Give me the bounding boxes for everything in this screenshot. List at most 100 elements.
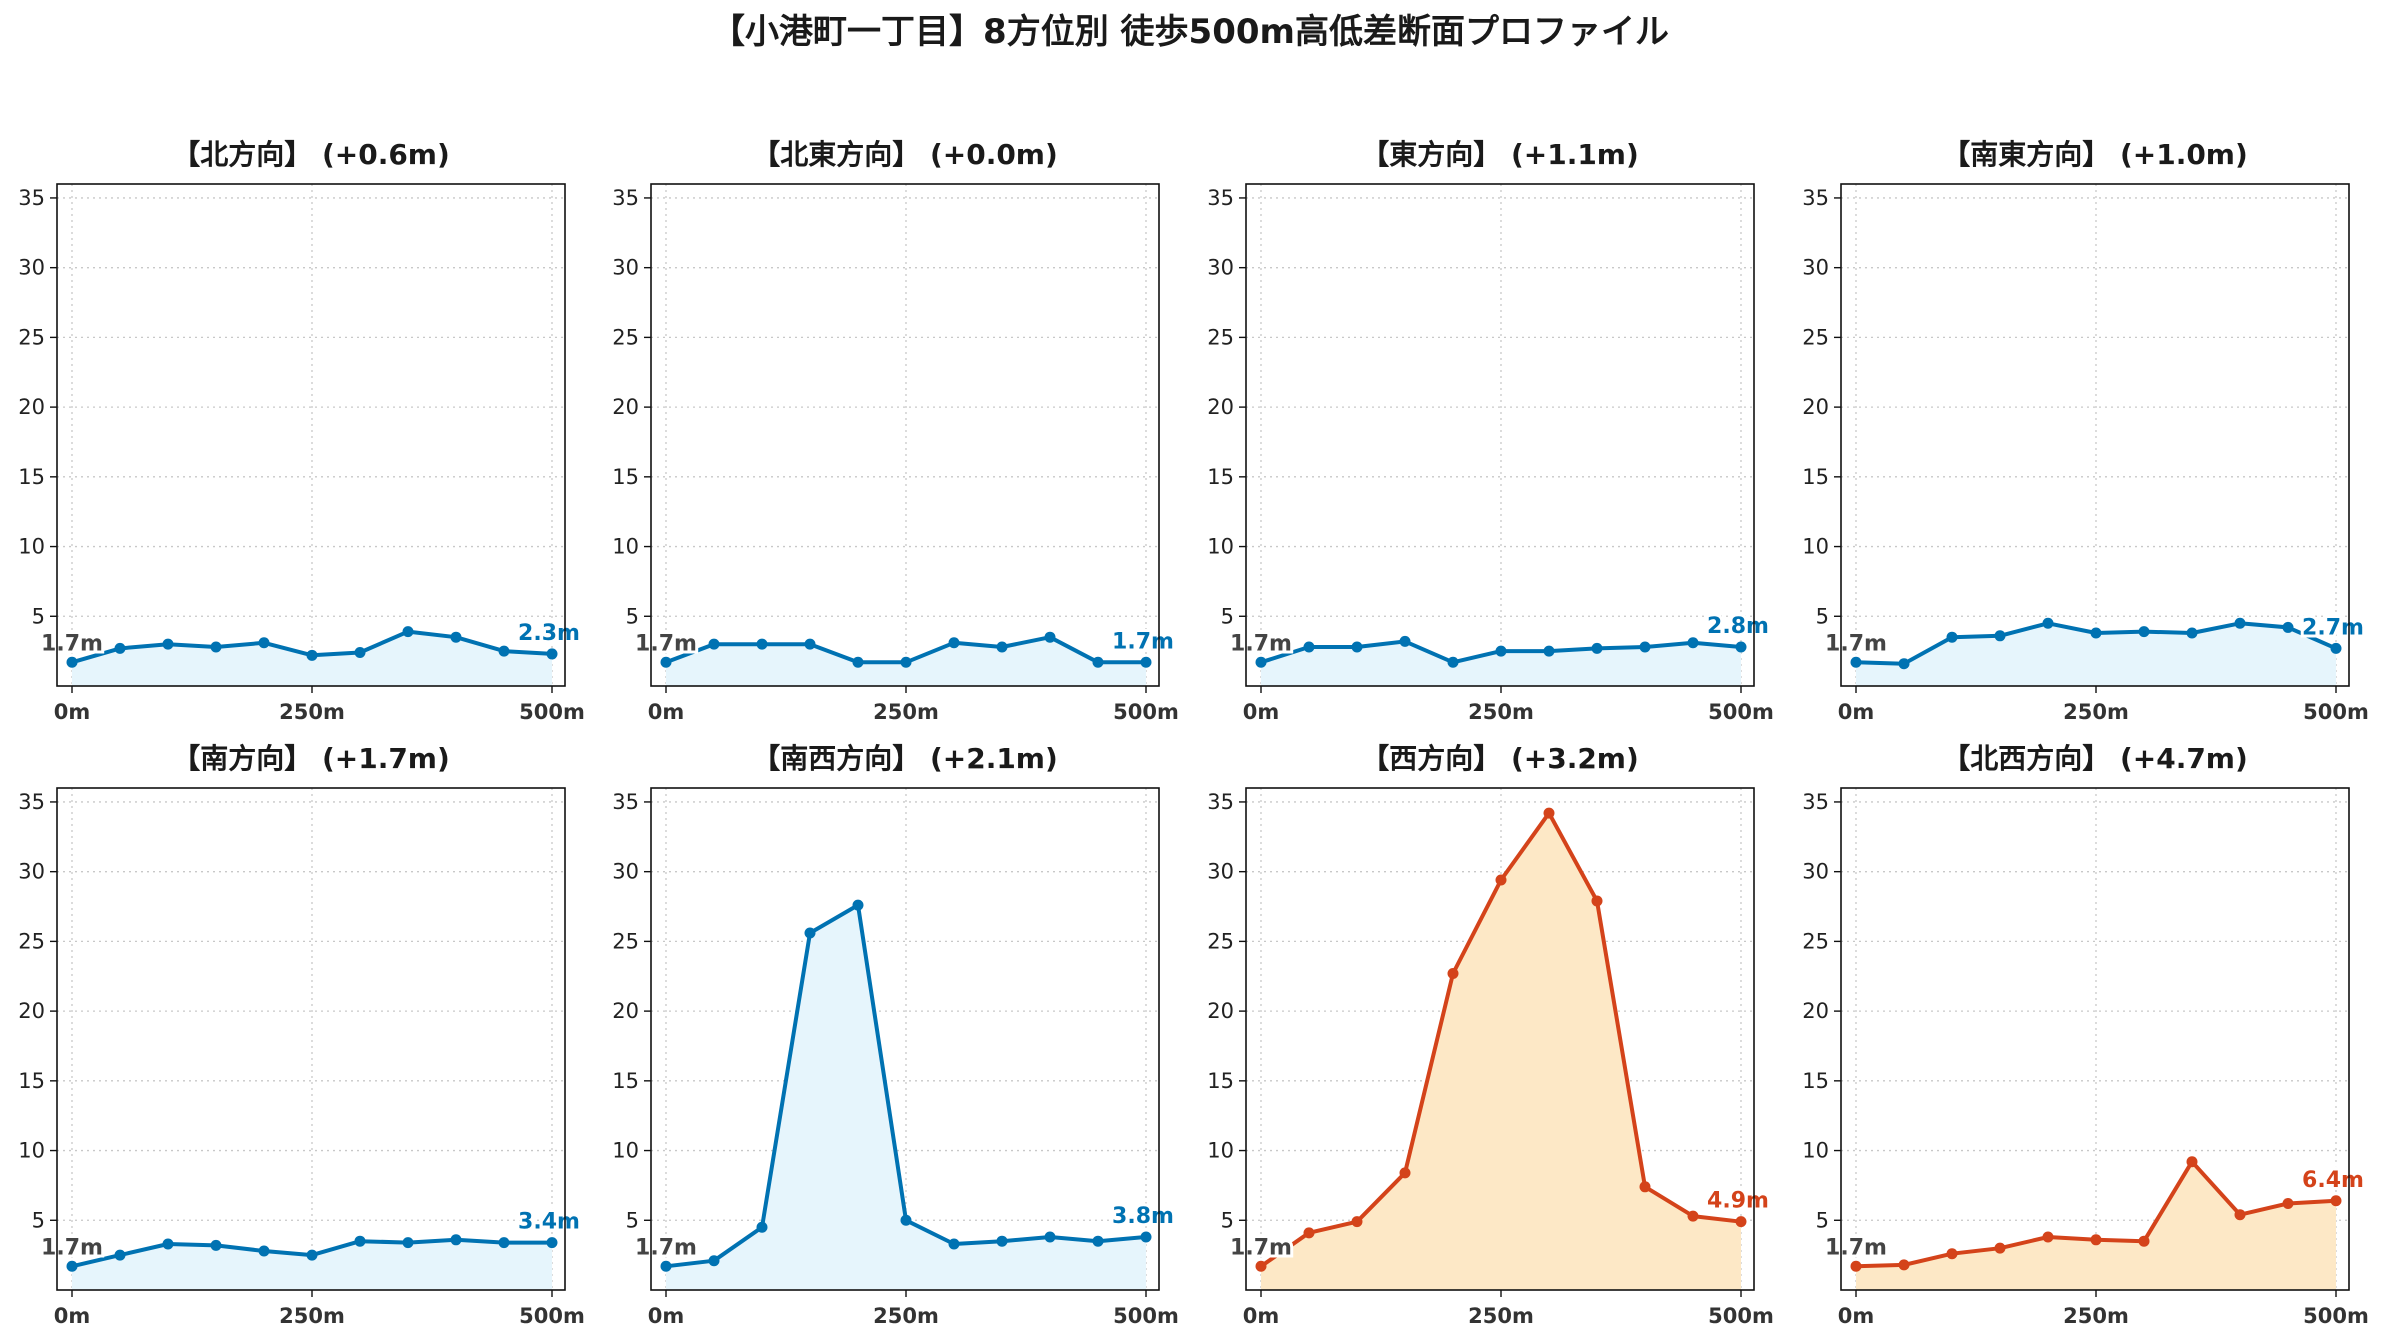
plot-frame (650, 787, 1160, 1291)
data-point (996, 641, 1008, 653)
data-point (1850, 656, 1862, 668)
plot-frame (1245, 183, 1755, 687)
data-point (1639, 641, 1651, 653)
data-point (162, 638, 174, 650)
elevation-line (665, 903, 1147, 1269)
ytick-label: 30 (612, 860, 639, 884)
data-point (948, 637, 960, 649)
xtick-label: 250m (873, 1304, 939, 1328)
panel-title: 【北方向】 (+0.6m) (172, 138, 450, 171)
start-label: 1.7m (635, 631, 697, 656)
data-point (66, 656, 78, 668)
data-point (546, 1237, 558, 1249)
ytick-label: 5 (32, 604, 45, 628)
xtick-label: 0m (1838, 700, 1875, 724)
data-point (1639, 1181, 1651, 1193)
ytick-label: 35 (1802, 186, 1829, 210)
ytick-label: 25 (1207, 929, 1234, 953)
data-point (1495, 874, 1507, 886)
data-point (1591, 642, 1603, 654)
plot-frame (56, 183, 566, 687)
end-label: 1.7m (1112, 629, 1174, 654)
data-point (1303, 1227, 1315, 1239)
end-label: 2.8m (1707, 614, 1769, 639)
ytick-label: 15 (612, 465, 639, 489)
elevation-area (1856, 623, 2336, 686)
panel-title: 【北西方向】 (+4.7m) (1942, 742, 2248, 775)
ytick-label: 25 (612, 929, 639, 953)
data-point (804, 927, 816, 939)
data-point (1994, 1242, 2006, 1254)
data-point (2042, 1231, 2054, 1243)
ytick-label: 35 (1207, 790, 1234, 814)
data-point (2090, 627, 2102, 639)
xtick-label: 500m (1113, 1304, 1179, 1328)
xtick-label: 500m (519, 700, 585, 724)
data-point (402, 1237, 414, 1249)
ytick-label: 35 (1802, 790, 1829, 814)
elevation-area (72, 1239, 552, 1290)
ytick-label: 10 (1207, 535, 1234, 559)
ytick-label: 35 (612, 186, 639, 210)
data-point (2282, 1198, 2294, 1210)
ytick-label: 35 (18, 790, 45, 814)
data-point (354, 647, 366, 659)
data-point (660, 1260, 672, 1272)
figure-title: 【小港町一丁目】8方位別 徒歩500m高低差断面プロファイル (711, 12, 1669, 52)
data-point (2186, 627, 2198, 639)
end-label: 2.3m (518, 621, 580, 646)
data-point (2090, 1234, 2102, 1246)
xtick-label: 250m (2063, 700, 2129, 724)
data-point (2042, 617, 2054, 629)
plot-frame (1840, 183, 2350, 687)
start-label: 1.7m (41, 1235, 103, 1260)
data-point (114, 642, 126, 654)
xtick-label: 250m (279, 700, 345, 724)
data-point (2234, 1209, 2246, 1221)
plot-frame (1245, 787, 1755, 1291)
data-point (804, 638, 816, 650)
xtick-label: 250m (873, 700, 939, 724)
data-point (1543, 645, 1555, 657)
xtick-label: 500m (1113, 700, 1179, 724)
data-point (1898, 658, 1910, 670)
panel-2: 【北東方向】 (+0.0m) 5 10 15 20 25 30 35 0m 250m 500m 1.7… (612, 138, 1179, 724)
data-point (2138, 626, 2150, 638)
data-point (1735, 641, 1747, 653)
ytick-label: 25 (1207, 325, 1234, 349)
plot-frame (1840, 787, 2350, 1291)
data-point (660, 656, 672, 668)
ytick-label: 30 (1207, 256, 1234, 280)
data-point (948, 1238, 960, 1250)
data-point (1303, 641, 1315, 653)
ytick-label: 10 (1207, 1139, 1234, 1163)
xtick-label: 0m (1243, 1304, 1280, 1328)
data-point (210, 641, 222, 653)
data-point (2234, 617, 2246, 629)
data-point (258, 637, 270, 649)
data-point (2330, 1195, 2342, 1207)
start-label: 1.7m (635, 1235, 697, 1260)
data-point (1687, 1210, 1699, 1222)
xtick-label: 250m (1468, 700, 1534, 724)
ytick-label: 5 (1221, 604, 1234, 628)
panel-title: 【南西方向】 (+2.1m) (752, 742, 1058, 775)
xtick-label: 0m (648, 700, 685, 724)
data-point (1092, 656, 1104, 668)
ytick-label: 30 (18, 860, 45, 884)
ytick-label: 15 (1802, 465, 1829, 489)
elevation-area (1261, 641, 1741, 686)
xtick-label: 250m (279, 1304, 345, 1328)
end-label: 3.4m (518, 1210, 580, 1235)
data-point (1898, 1259, 1910, 1271)
panel-title: 【南東方向】 (+1.0m) (1942, 138, 2248, 171)
data-point (354, 1235, 366, 1247)
data-point (306, 1249, 318, 1261)
data-point (852, 899, 864, 911)
elevation-area (1261, 813, 1741, 1290)
ytick-label: 20 (1802, 395, 1829, 419)
ytick-label: 5 (1816, 604, 1829, 628)
data-point (1092, 1235, 1104, 1247)
panel-title: 【南方向】 (+1.7m) (172, 742, 450, 775)
